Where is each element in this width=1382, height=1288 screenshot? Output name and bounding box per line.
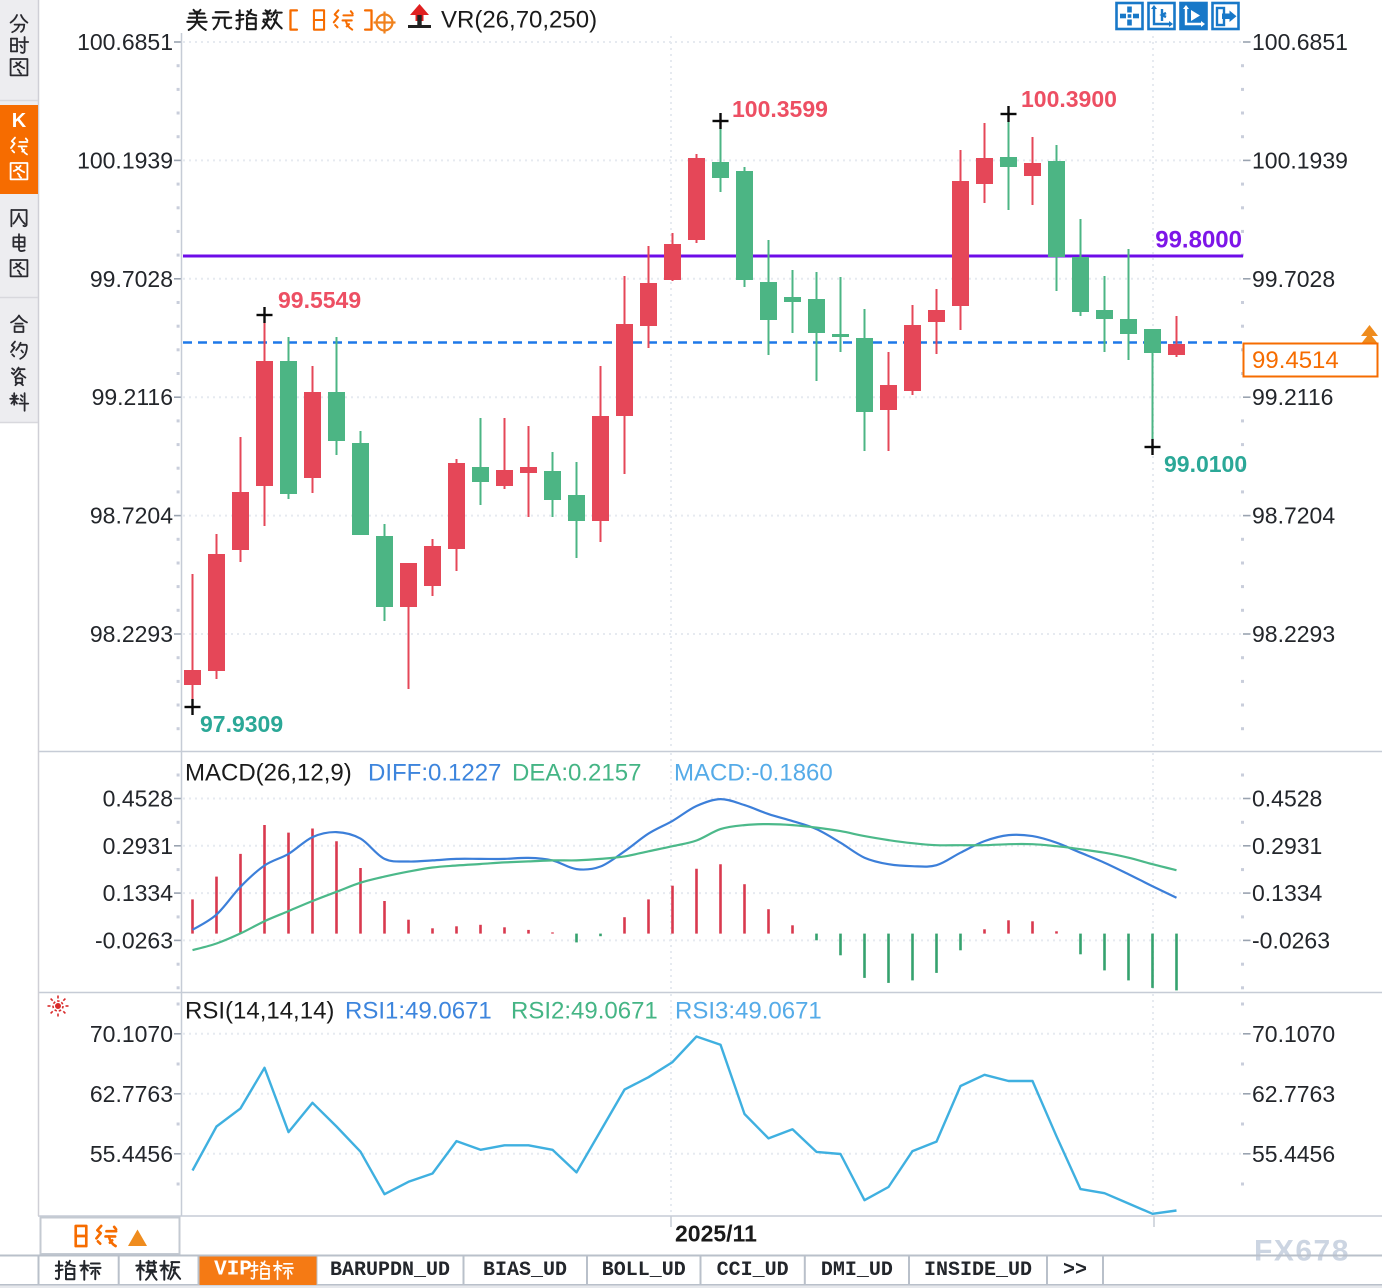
svg-text:98.7204: 98.7204 xyxy=(90,503,173,529)
svg-text:55.4456: 55.4456 xyxy=(1252,1141,1335,1167)
svg-text:99.8000: 99.8000 xyxy=(1155,227,1242,254)
svg-text:BIAS_UD: BIAS_UD xyxy=(483,1259,567,1282)
svg-text:RSI(14,14,14): RSI(14,14,14) xyxy=(185,998,334,1025)
svg-text:INSIDE_UD: INSIDE_UD xyxy=(924,1259,1032,1282)
svg-text:99.4514: 99.4514 xyxy=(1252,347,1339,374)
svg-text:MACD(26,12,9): MACD(26,12,9) xyxy=(185,760,352,787)
svg-text:99.2116: 99.2116 xyxy=(92,384,173,410)
svg-text:RSI1:49.0671: RSI1:49.0671 xyxy=(345,998,492,1025)
svg-text:97.9309: 97.9309 xyxy=(200,711,283,737)
svg-text:100.6851: 100.6851 xyxy=(1252,29,1348,55)
svg-text:0.2931: 0.2931 xyxy=(103,833,173,859)
svg-text:55.4456: 55.4456 xyxy=(90,1141,173,1167)
svg-text:100.3599: 100.3599 xyxy=(732,96,828,122)
svg-text:100.1939: 100.1939 xyxy=(77,147,173,173)
svg-text:BARUPDN_UD: BARUPDN_UD xyxy=(330,1259,450,1282)
svg-text:0.1334: 0.1334 xyxy=(103,880,174,906)
svg-text:99.2116: 99.2116 xyxy=(1252,384,1333,410)
svg-text:62.7763: 62.7763 xyxy=(90,1081,173,1107)
svg-text:100.1939: 100.1939 xyxy=(1252,147,1348,173)
svg-text:2025/11: 2025/11 xyxy=(675,1221,757,1247)
svg-text:-0.0263: -0.0263 xyxy=(1252,927,1330,953)
svg-text:99.0100: 99.0100 xyxy=(1164,451,1247,477)
svg-text:70.1070: 70.1070 xyxy=(1252,1021,1335,1047)
svg-text:99.5549: 99.5549 xyxy=(278,287,361,313)
svg-text:62.7763: 62.7763 xyxy=(1252,1081,1335,1107)
svg-text:0.4528: 0.4528 xyxy=(103,786,173,812)
svg-text:98.7204: 98.7204 xyxy=(1252,503,1335,529)
svg-text:CCI_UD: CCI_UD xyxy=(717,1259,789,1282)
svg-text:DEA:0.2157: DEA:0.2157 xyxy=(512,760,641,787)
svg-text:99.7028: 99.7028 xyxy=(90,266,173,292)
svg-text:DMI_UD: DMI_UD xyxy=(821,1259,893,1282)
svg-text:0.2931: 0.2931 xyxy=(1252,833,1322,859)
svg-text:99.7028: 99.7028 xyxy=(1252,266,1335,292)
svg-text:0.4528: 0.4528 xyxy=(1252,786,1322,812)
svg-text:MACD:-0.1860: MACD:-0.1860 xyxy=(674,760,833,787)
svg-text:100.6851: 100.6851 xyxy=(77,29,173,55)
svg-text:98.2293: 98.2293 xyxy=(1252,621,1335,647)
svg-text:-0.0263: -0.0263 xyxy=(95,927,173,953)
svg-text:VIP: VIP xyxy=(214,1259,252,1282)
svg-text:98.2293: 98.2293 xyxy=(90,621,173,647)
svg-text:RSI2:49.0671: RSI2:49.0671 xyxy=(511,998,658,1025)
svg-text:BOLL_UD: BOLL_UD xyxy=(602,1259,686,1282)
svg-text:0.1334: 0.1334 xyxy=(1252,880,1323,906)
svg-text:>>: >> xyxy=(1063,1259,1087,1282)
svg-text:70.1070: 70.1070 xyxy=(90,1021,173,1047)
svg-text:VR(26,70,250): VR(26,70,250) xyxy=(441,7,597,34)
svg-text:K: K xyxy=(12,110,27,132)
svg-text:100.3900: 100.3900 xyxy=(1021,86,1117,112)
svg-text:FX678: FX678 xyxy=(1254,1235,1350,1268)
svg-text:DIFF:0.1227: DIFF:0.1227 xyxy=(368,760,501,787)
svg-text:RSI3:49.0671: RSI3:49.0671 xyxy=(675,998,822,1025)
